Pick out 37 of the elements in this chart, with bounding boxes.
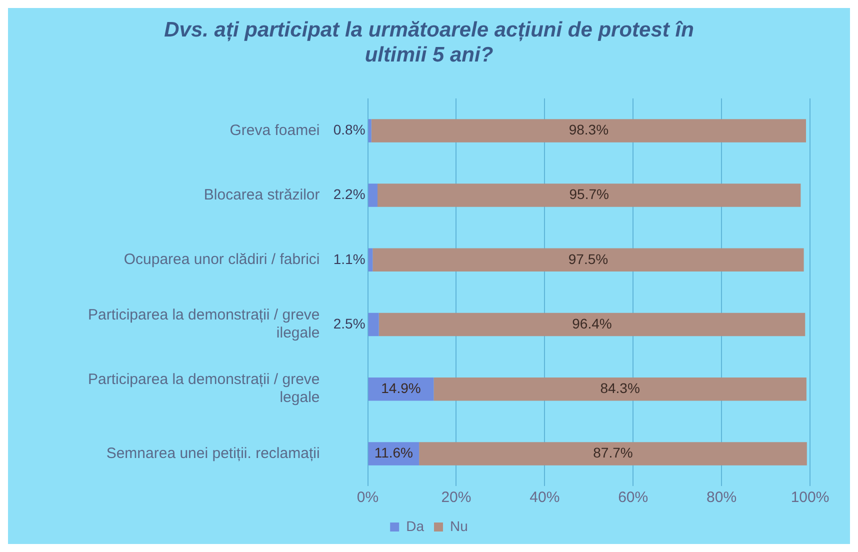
bar xyxy=(371,119,806,142)
data-label: 84.3% xyxy=(600,380,640,396)
data-label: 95.7% xyxy=(569,186,609,202)
x-tick-label: 40% xyxy=(530,489,560,506)
x-tick-label: 0% xyxy=(356,489,379,506)
data-label: 2.5% xyxy=(333,315,366,332)
y-tick-label: Ocuparea unor clădiri / fabrici xyxy=(124,251,320,268)
y-tick-label: Participarea la demonstrații / greve ilegale xyxy=(88,306,320,342)
data-label: 2.2% xyxy=(333,186,366,202)
legend-label: Nu xyxy=(450,518,468,534)
bar xyxy=(368,119,372,142)
bar xyxy=(434,377,806,401)
data-label: 96.4% xyxy=(572,315,612,332)
chart-title: Dvs. ați participat la următoarele acțiuni de protest în ultimii 5 ani? xyxy=(164,18,694,67)
data-label: 11.6% xyxy=(374,444,414,461)
x-tick-label: 20% xyxy=(441,489,472,506)
x-tick-label: 80% xyxy=(706,489,737,506)
x-tick-label: 100% xyxy=(790,489,830,506)
bar xyxy=(368,312,379,336)
bar xyxy=(372,248,804,272)
data-label: 0.8% xyxy=(333,122,366,138)
x-tick-label: 60% xyxy=(618,489,648,506)
y-tick-label: Semnarea unei petiții. reclamații xyxy=(106,444,320,462)
y-tick-label: Participarea la demonstrații / greve legale xyxy=(88,371,320,406)
bar xyxy=(378,312,806,336)
legend-label: Da xyxy=(406,518,424,534)
data-label: 14.9% xyxy=(381,380,421,396)
bar xyxy=(378,184,801,207)
data-label: 1.1% xyxy=(333,250,366,267)
data-label: 87.7% xyxy=(593,444,633,461)
bar xyxy=(368,184,378,207)
data-label: 97.5% xyxy=(568,250,608,267)
bar xyxy=(368,248,373,272)
data-label: 98.3% xyxy=(568,122,609,138)
y-tick-label: Greva foamei xyxy=(230,122,320,139)
bar xyxy=(419,442,807,466)
y-tick-label: Blocarea străzilor xyxy=(204,186,320,204)
